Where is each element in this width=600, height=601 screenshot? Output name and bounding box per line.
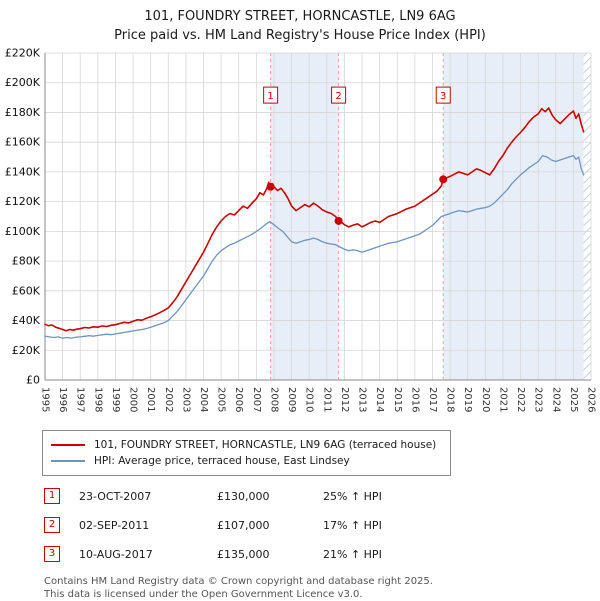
svg-text:2008: 2008 [268,387,279,412]
svg-text:£80K: £80K [12,255,41,268]
legend-item-hpi: HPI: Average price, terraced house, East… [51,453,436,469]
transaction-hpi-delta: 17% ↑ HPI [323,518,382,532]
svg-text:2024: 2024 [550,387,561,412]
svg-text:2000: 2000 [128,387,139,412]
svg-text:2018: 2018 [445,387,456,412]
svg-text:2: 2 [335,91,341,102]
svg-text:2012: 2012 [339,387,350,412]
legend-label-hpi: HPI: Average price, terraced house, East… [94,455,350,467]
svg-text:2004: 2004 [198,387,209,412]
transaction-marker-number: 3 [44,546,60,562]
svg-text:2009: 2009 [286,387,297,412]
transaction-row: 1 23-OCT-2007 £130,000 25% ↑ HPI [44,488,600,504]
svg-text:2006: 2006 [233,387,244,412]
transaction-price: £130,000 [217,489,270,503]
svg-text:£200K: £200K [5,76,41,89]
legend-label-property: 101, FOUNDRY STREET, HORNCASTLE, LN9 6AG… [94,439,437,451]
transaction-price: £107,000 [217,518,270,532]
svg-text:£180K: £180K [5,106,41,119]
svg-text:£100K: £100K [5,225,41,238]
svg-text:2017: 2017 [427,387,438,412]
svg-text:£20K: £20K [12,344,41,357]
svg-text:2023: 2023 [533,387,544,412]
transaction-date: 10-AUG-2017 [79,547,153,561]
svg-text:2001: 2001 [145,387,156,412]
svg-text:2021: 2021 [497,387,508,412]
svg-text:£60K: £60K [12,284,41,297]
svg-text:2026: 2026 [586,387,597,412]
svg-text:2007: 2007 [251,387,262,412]
svg-text:2005: 2005 [216,387,227,412]
svg-text:2011: 2011 [321,387,332,412]
page-title: 101, FOUNDRY STREET, HORNCASTLE, LN9 6AG [144,9,456,24]
svg-text:£160K: £160K [5,136,41,149]
svg-text:1995: 1995 [40,387,51,412]
transaction-date: 23-OCT-2007 [79,489,152,503]
transaction-hpi-delta: 25% ↑ HPI [323,489,382,503]
svg-text:£140K: £140K [5,165,41,178]
svg-text:2003: 2003 [180,387,191,412]
red-line-swatch [51,444,85,446]
svg-text:2002: 2002 [163,387,174,412]
svg-text:1999: 1999 [110,387,121,412]
transaction-marker-number: 1 [44,488,60,504]
svg-text:£220K: £220K [5,47,41,60]
svg-text:2010: 2010 [304,387,315,412]
svg-text:£40K: £40K [12,314,41,327]
svg-text:1: 1 [267,91,273,102]
transaction-date: 02-SEP-2011 [79,518,150,532]
transaction-price: £135,000 [217,547,270,561]
transaction-list: 1 23-OCT-2007 £130,000 25% ↑ HPI 2 02-SE… [44,488,600,562]
svg-text:2022: 2022 [515,387,526,412]
transaction-marker-number: 2 [44,517,60,533]
license-line-1: Contains HM Land Registry data © Crown c… [44,576,433,587]
chart-legend: 101, FOUNDRY STREET, HORNCASTLE, LN9 6AG… [42,430,452,476]
page-subtitle: Price paid vs. HM Land Registry's House … [114,28,486,43]
price-chart: 1995 1996 1997 1998 1999 2000 2001 2002 2003 2004… [5,47,597,413]
svg-text:£120K: £120K [5,195,41,208]
transaction-hpi-delta: 21% ↑ HPI [323,547,382,561]
chart-header: 101, FOUNDRY STREET, HORNCASTLE, LN9 6AG… [0,0,600,45]
legend-item-property: 101, FOUNDRY STREET, HORNCASTLE, LN9 6AG… [51,437,436,453]
svg-text:£0: £0 [26,374,40,387]
svg-text:2019: 2019 [462,387,473,412]
svg-text:2016: 2016 [409,387,420,412]
svg-text:1996: 1996 [57,387,68,412]
svg-text:3: 3 [440,91,446,102]
svg-text:2013: 2013 [357,387,368,412]
svg-text:2020: 2020 [480,387,491,412]
transaction-row: 2 02-SEP-2011 £107,000 17% ↑ HPI [44,517,600,533]
blue-line-swatch [51,460,85,462]
license-footer: Contains HM Land Registry data © Crown c… [44,575,600,601]
svg-text:1998: 1998 [92,387,103,412]
svg-text:2025: 2025 [568,387,579,412]
svg-text:2015: 2015 [392,387,403,412]
transaction-row: 3 10-AUG-2017 £135,000 21% ↑ HPI [44,546,600,562]
svg-text:2014: 2014 [374,387,385,412]
svg-text:1997: 1997 [75,387,86,412]
